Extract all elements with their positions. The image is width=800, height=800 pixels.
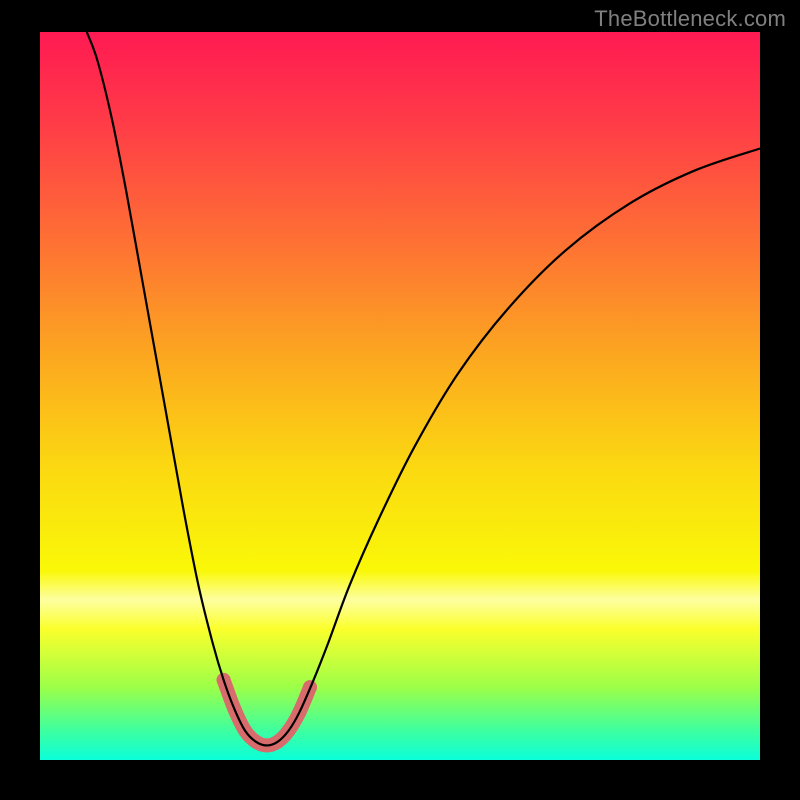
bottleneck-curve-chart [40, 32, 760, 760]
plot-frame [40, 32, 760, 760]
chart-container: TheBottleneck.com [0, 0, 800, 800]
watermark-text: TheBottleneck.com [594, 6, 786, 32]
chart-background [40, 32, 760, 760]
